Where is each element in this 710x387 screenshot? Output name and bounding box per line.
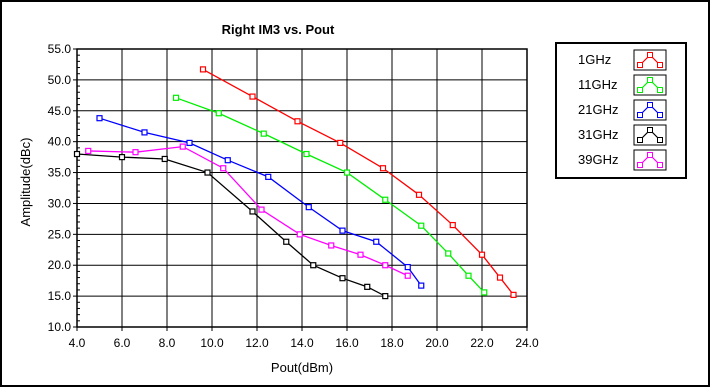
data-point	[480, 252, 485, 257]
data-point	[284, 239, 289, 244]
x-tick-label: 18.0	[380, 336, 404, 350]
x-tick-label: 6.0	[114, 336, 131, 350]
data-point	[86, 148, 91, 153]
data-point	[374, 239, 379, 244]
y-tick-label: 10.0	[48, 320, 72, 334]
data-point	[120, 155, 125, 160]
data-point	[482, 290, 487, 295]
legend-label: 31GHz	[578, 127, 618, 142]
data-point	[142, 130, 147, 135]
y-tick-label: 20.0	[48, 258, 72, 272]
data-point	[187, 140, 192, 145]
legend-swatch-marker	[648, 128, 653, 133]
x-tick-label: 12.0	[245, 336, 269, 350]
legend-swatch-marker	[638, 88, 643, 93]
legend-swatch-marker	[648, 78, 653, 83]
x-tick-label: 22.0	[470, 336, 494, 350]
x-tick-label: 16.0	[335, 336, 359, 350]
data-point	[297, 232, 302, 237]
data-point	[266, 174, 271, 179]
legend-label: 1GHz	[578, 52, 611, 67]
data-point	[365, 284, 370, 289]
y-tick-label: 35.0	[48, 166, 72, 180]
x-tick-label: 14.0	[290, 336, 314, 350]
legend-swatch-marker	[658, 138, 663, 143]
data-point	[201, 67, 206, 72]
legend-swatch-marker	[658, 63, 663, 68]
data-point	[383, 263, 388, 268]
data-point	[162, 156, 167, 161]
data-point	[250, 209, 255, 214]
y-tick-label: 25.0	[48, 227, 72, 241]
legend-swatch-marker	[658, 163, 663, 168]
x-tick-label: 20.0	[425, 336, 449, 350]
legend-swatch-marker	[638, 63, 643, 68]
data-point	[345, 170, 350, 175]
data-point	[306, 205, 311, 210]
data-point	[381, 166, 386, 171]
data-point	[511, 292, 516, 297]
data-point	[216, 111, 221, 116]
data-point	[97, 116, 102, 121]
data-point	[383, 294, 388, 299]
x-axis-label: Pout(dBm)	[271, 360, 333, 375]
data-point	[405, 265, 410, 270]
legend-swatch-marker	[648, 103, 653, 108]
legend-swatch-marker	[648, 53, 653, 58]
y-tick-label: 40.0	[48, 135, 72, 149]
legend-swatch-marker	[658, 113, 663, 118]
data-point	[340, 276, 345, 281]
legend-swatch-marker	[638, 113, 643, 118]
data-point	[205, 170, 210, 175]
data-point	[250, 94, 255, 99]
data-point	[304, 152, 309, 157]
data-point	[311, 263, 316, 268]
legend-label: 11GHz	[578, 77, 618, 92]
y-tick-label: 30.0	[48, 196, 72, 210]
data-point	[417, 192, 422, 197]
x-tick-label: 10.0	[200, 336, 224, 350]
legend: 1GHz 11GHz 21GHz 31GHz 39GHz	[556, 43, 686, 178]
data-point	[340, 228, 345, 233]
data-point	[221, 166, 226, 171]
data-point	[466, 273, 471, 278]
y-tick-label: 55.0	[48, 42, 72, 56]
x-tick-label: 24.0	[515, 336, 539, 350]
data-point	[498, 275, 503, 280]
data-point	[261, 131, 266, 136]
legend-swatch-marker	[648, 153, 653, 158]
y-tick-label: 45.0	[48, 104, 72, 118]
data-point	[75, 152, 80, 157]
data-point	[358, 252, 363, 257]
data-point	[295, 119, 300, 124]
data-point	[405, 273, 410, 278]
legend-label: 39GHz	[578, 152, 618, 167]
data-point	[338, 140, 343, 145]
y-axis-label: Amplitude(dBc)	[18, 138, 33, 227]
y-tick-label: 15.0	[48, 289, 72, 303]
chart-title: Right IM3 vs. Pout	[222, 22, 335, 37]
data-point	[446, 251, 451, 256]
data-point	[450, 223, 455, 228]
data-point	[174, 95, 179, 100]
data-point	[259, 207, 264, 212]
data-point	[419, 283, 424, 288]
data-point	[383, 197, 388, 202]
data-point	[225, 158, 230, 163]
data-point	[329, 243, 334, 248]
y-tick-label: 50.0	[48, 73, 72, 87]
data-point	[419, 223, 424, 228]
legend-swatch-marker	[638, 163, 643, 168]
data-point	[133, 150, 138, 155]
legend-swatch-marker	[658, 88, 663, 93]
legend-label: 21GHz	[578, 102, 618, 117]
x-tick-label: 8.0	[159, 336, 176, 350]
plot-area: 4.0 6.0 8.0 10.0 12.0 14.0 16.0 18.0 20.0 22.0 24.…	[48, 42, 539, 350]
legend-swatch-marker	[638, 138, 643, 143]
data-point	[180, 144, 185, 149]
x-tick-label: 4.0	[69, 336, 86, 350]
